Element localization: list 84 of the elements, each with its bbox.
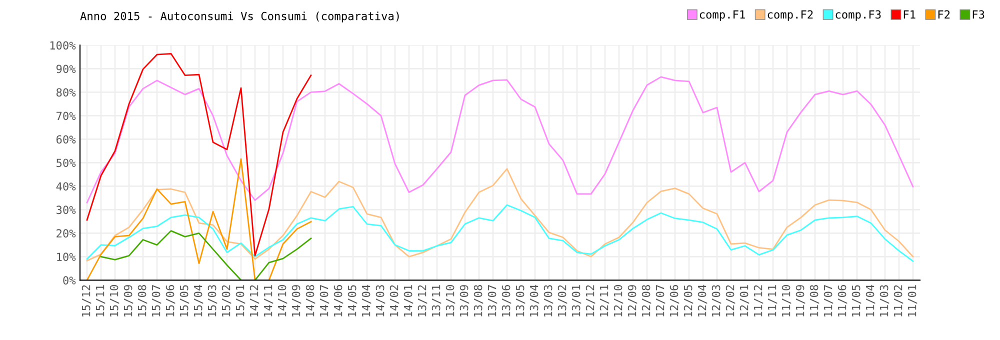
x-tick-label: 12/12: [586, 285, 596, 316]
legend-label: comp.F2: [768, 10, 813, 21]
x-tick-label: 14/11: [264, 285, 274, 316]
y-tick-label: 90%: [56, 64, 76, 74]
x-tick-label: 11/05: [852, 285, 862, 316]
x-tick-label: 12/07: [656, 285, 666, 316]
x-tick-label: 12/06: [670, 285, 680, 316]
x-tick-label: 13/07: [488, 285, 498, 316]
line-series: [86, 52, 312, 256]
x-tick-label: 15/04: [194, 284, 204, 316]
x-tick-label: 12/03: [712, 285, 722, 316]
x-tick-label: 13/02: [558, 285, 568, 316]
y-tick-label: 10%: [57, 252, 76, 262]
y-tick-label: 0%: [63, 276, 76, 285]
x-tick-label: 13/08: [474, 285, 484, 316]
x-tick-label: 15/03: [208, 285, 218, 316]
line-series: [100, 230, 312, 280]
x-tick-label: 12/11: [600, 285, 610, 316]
legend-label: comp.F3: [836, 10, 881, 21]
x-tick-label: 13/04: [530, 284, 540, 316]
y-tick-label: 70%: [56, 112, 76, 120]
y-tick-label: 80%: [56, 88, 76, 97]
x-tick-label: 13/05: [516, 285, 526, 316]
legend-label: F2: [938, 10, 950, 18]
x-tick-label: 11/08: [810, 285, 820, 316]
x-tick-label: 12/08: [642, 285, 652, 316]
x-tick-label: 14/02: [390, 285, 400, 316]
x-tick-label: 12/04: [698, 284, 708, 316]
x-tick-label: 14/06: [334, 285, 344, 316]
x-tick-label: 13/09: [460, 285, 470, 316]
x-tick-label: 15/11: [96, 285, 106, 316]
x-tick-label: 14/10: [278, 285, 288, 316]
x-tick-label: 11/09: [796, 285, 806, 316]
x-tick-label: 15/07: [152, 285, 162, 316]
x-tick-label: 15/06: [166, 285, 176, 316]
x-tick-label: 14/05: [348, 285, 358, 316]
y-tick-label: 100%: [50, 41, 76, 50]
legend-label: F1: [904, 10, 916, 18]
x-tick-label: 11/11: [768, 285, 778, 316]
legend-label: comp.F1: [700, 10, 745, 21]
x-tick-label: 12/05: [684, 285, 694, 316]
x-tick-label: 12/01: [740, 285, 750, 316]
x-tick-label: 11/02: [894, 285, 904, 316]
y-tick-label: 50%: [56, 158, 76, 168]
x-tick-label: 13/06: [502, 285, 512, 316]
x-tick-label: 12/02: [726, 285, 736, 316]
x-tick-label: 14/03: [376, 285, 386, 316]
x-tick-label: 11/12: [754, 285, 764, 316]
x-tick-label: 15/01: [236, 285, 246, 316]
x-tick-label: 12/10: [614, 285, 624, 316]
x-tick-label: 11/07: [824, 285, 834, 316]
x-tick-label: 15/10: [110, 285, 120, 316]
x-tick-label: 11/01: [908, 285, 918, 316]
x-tick-label: 14/01: [404, 285, 414, 316]
x-tick-label: 11/10: [782, 285, 792, 316]
x-tick-label: 11/03: [880, 285, 890, 316]
line-series: [86, 204, 914, 262]
x-tick-label: 11/06: [838, 285, 848, 316]
x-tick-label: 15/09: [124, 285, 134, 316]
y-tick-label: 40%: [56, 182, 76, 191]
y-tick-label: 20%: [56, 229, 76, 238]
x-tick-label: 13/11: [432, 285, 442, 316]
x-tick-label: 14/08: [306, 285, 316, 316]
x-tick-label: 11/04: [866, 284, 876, 316]
legend-label: F3: [972, 10, 984, 19]
x-tick-label: 15/02: [222, 285, 232, 316]
y-tick-label: 30%: [56, 206, 76, 214]
line-series: [86, 168, 914, 262]
x-tick-label: 15/05: [180, 285, 190, 316]
line-series: [86, 76, 914, 204]
x-tick-label: 14/07: [320, 285, 330, 316]
x-tick-label: 15/08: [138, 285, 148, 316]
x-tick-label: 14/12: [250, 285, 260, 316]
x-tick-label: 13/01: [572, 285, 582, 316]
x-tick-label: 13/03: [544, 285, 554, 316]
x-tick-label: 13/12: [418, 285, 428, 316]
x-tick-label: 14/04: [362, 284, 372, 316]
x-tick-label: 12/09: [628, 285, 638, 316]
x-tick-label: 15/12: [82, 285, 92, 316]
y-tick-label: 60%: [56, 135, 76, 144]
x-tick-label: 14/09: [292, 285, 302, 316]
chart-title: Anno 2015 - Autoconsumi Vs Consumi (comparativa): [80, 12, 399, 22]
x-tick-label: 13/10: [446, 285, 456, 316]
line-series: [86, 158, 312, 280]
